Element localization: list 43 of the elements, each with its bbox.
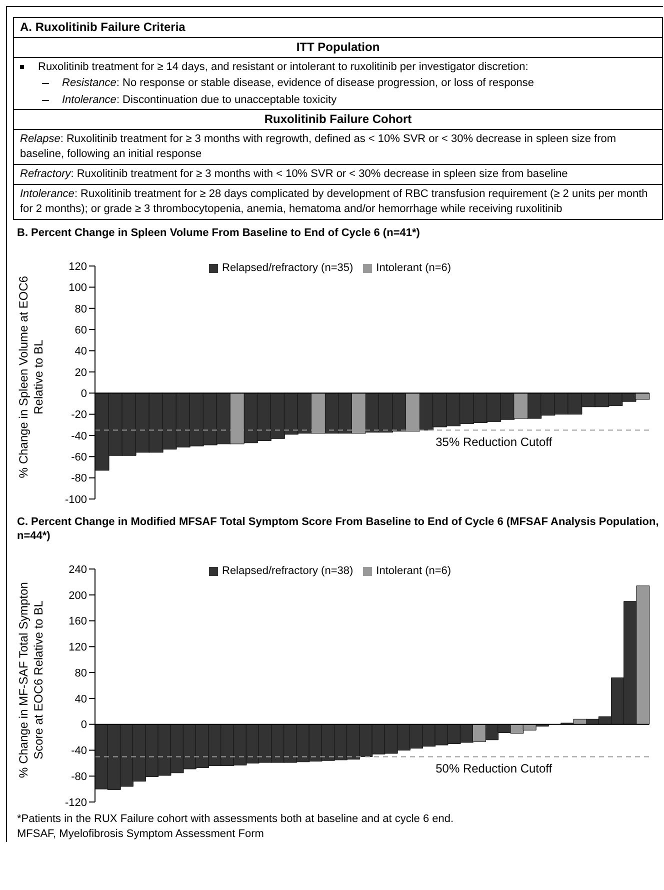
y-tick-label: -40 xyxy=(71,745,87,758)
text: *Patients in the RUX Failure cohort with assessments both at baseline and at cycle 6 end. xyxy=(16,812,455,827)
y-tick-label: -20 xyxy=(71,409,87,422)
y-tick-label: 200 xyxy=(68,590,87,602)
legend-label: Relapsed/refractory (n=38) xyxy=(222,565,354,577)
y-tick-label: 60 xyxy=(74,324,87,336)
y-tick-label: 40 xyxy=(74,693,87,706)
y-axis-title: % Change in MF-SAF Total Sympton Score at EOC6 Relative to BL xyxy=(16,580,46,780)
y-tick-label: 0 xyxy=(80,719,87,732)
y-tick-label: 20 xyxy=(74,366,87,379)
text: Ruxolitinib treatment for ≥ 14 days, and resistant or intolerant to ruxolitinib per investigator discretion: xyxy=(37,60,530,75)
y-tick-label: -80 xyxy=(71,771,87,784)
text: Refractory: Ruxolitinib treatment for ≥ 3 months with < 10% SVR or < 30% decrease in spleen size from baseline xyxy=(20,168,568,180)
text: Relapse: Ruxolitinib treatment for ≥ 3 months with regrowth, defined as < 10% SVR or < 30% decrease in spleen size from baseline, following an initial response xyxy=(20,133,616,160)
ref-line-label: 35% Reduction Cutoff xyxy=(436,435,553,450)
legend-label: Intolerant (n=6) xyxy=(376,565,452,577)
text: A. Ruxolitinib Failure Criteria xyxy=(14,18,662,38)
chart-title: B. Percent Change in Spleen Volume From Baseline to End of Cycle 6 (n=41*) xyxy=(16,226,421,240)
y-tick-label: 120 xyxy=(68,642,87,654)
text: ITT Population xyxy=(14,38,662,58)
text: Intolerance: Ruxolitinib treatment for ≥ 28 days complicated by development of RBC transfusion requirement (≥ 2 units per month for 2 months); or grade ≥ 3 thrombocytopenia, anemia, hematoma and/or hemorrhage while receiving ruxolitinib xyxy=(20,188,648,215)
y-tick-label: 40 xyxy=(74,346,87,358)
y-tick-label: -120 xyxy=(64,796,87,809)
chart-title: C. Percent Change in Modified MFSAF Total Symptom Score From Baseline to End of Cycle 6 (MFSAF Analysis Population, n=44*) xyxy=(16,515,660,543)
y-tick-label: 80 xyxy=(74,667,87,680)
y-axis-title: % Change in Spleen Volume at EOC6 Relative to BL xyxy=(16,274,46,480)
y-tick-label: 0 xyxy=(80,388,87,400)
y-tick-label: -60 xyxy=(71,452,87,464)
text: Ruxolitinib Failure Cohort xyxy=(14,110,662,130)
y-tick-label: 80 xyxy=(74,303,87,316)
ref-line-label: 50% Reduction Cutoff xyxy=(436,762,553,776)
y-tick-label: 120 xyxy=(68,260,87,273)
y-tick-label: -40 xyxy=(71,430,87,442)
y-tick-label: 160 xyxy=(68,616,87,628)
y-tick-label: -80 xyxy=(71,472,87,485)
y-tick-label: -100 xyxy=(64,494,87,506)
legend-label: Relapsed/refractory (n=35) xyxy=(222,262,354,274)
text: Resistance: No response or stable disease, evidence of disease progression, or loss of response xyxy=(62,77,534,89)
legend-label: Intolerant (n=6) xyxy=(376,262,452,274)
y-tick-label: 240 xyxy=(68,564,87,576)
text: MFSAF, Myelofibrosis Symptom Assessment Form xyxy=(16,827,265,842)
text: Intolerance: Discontinuation due to unacceptable toxicity xyxy=(62,94,337,106)
y-tick-label: 100 xyxy=(68,282,87,294)
